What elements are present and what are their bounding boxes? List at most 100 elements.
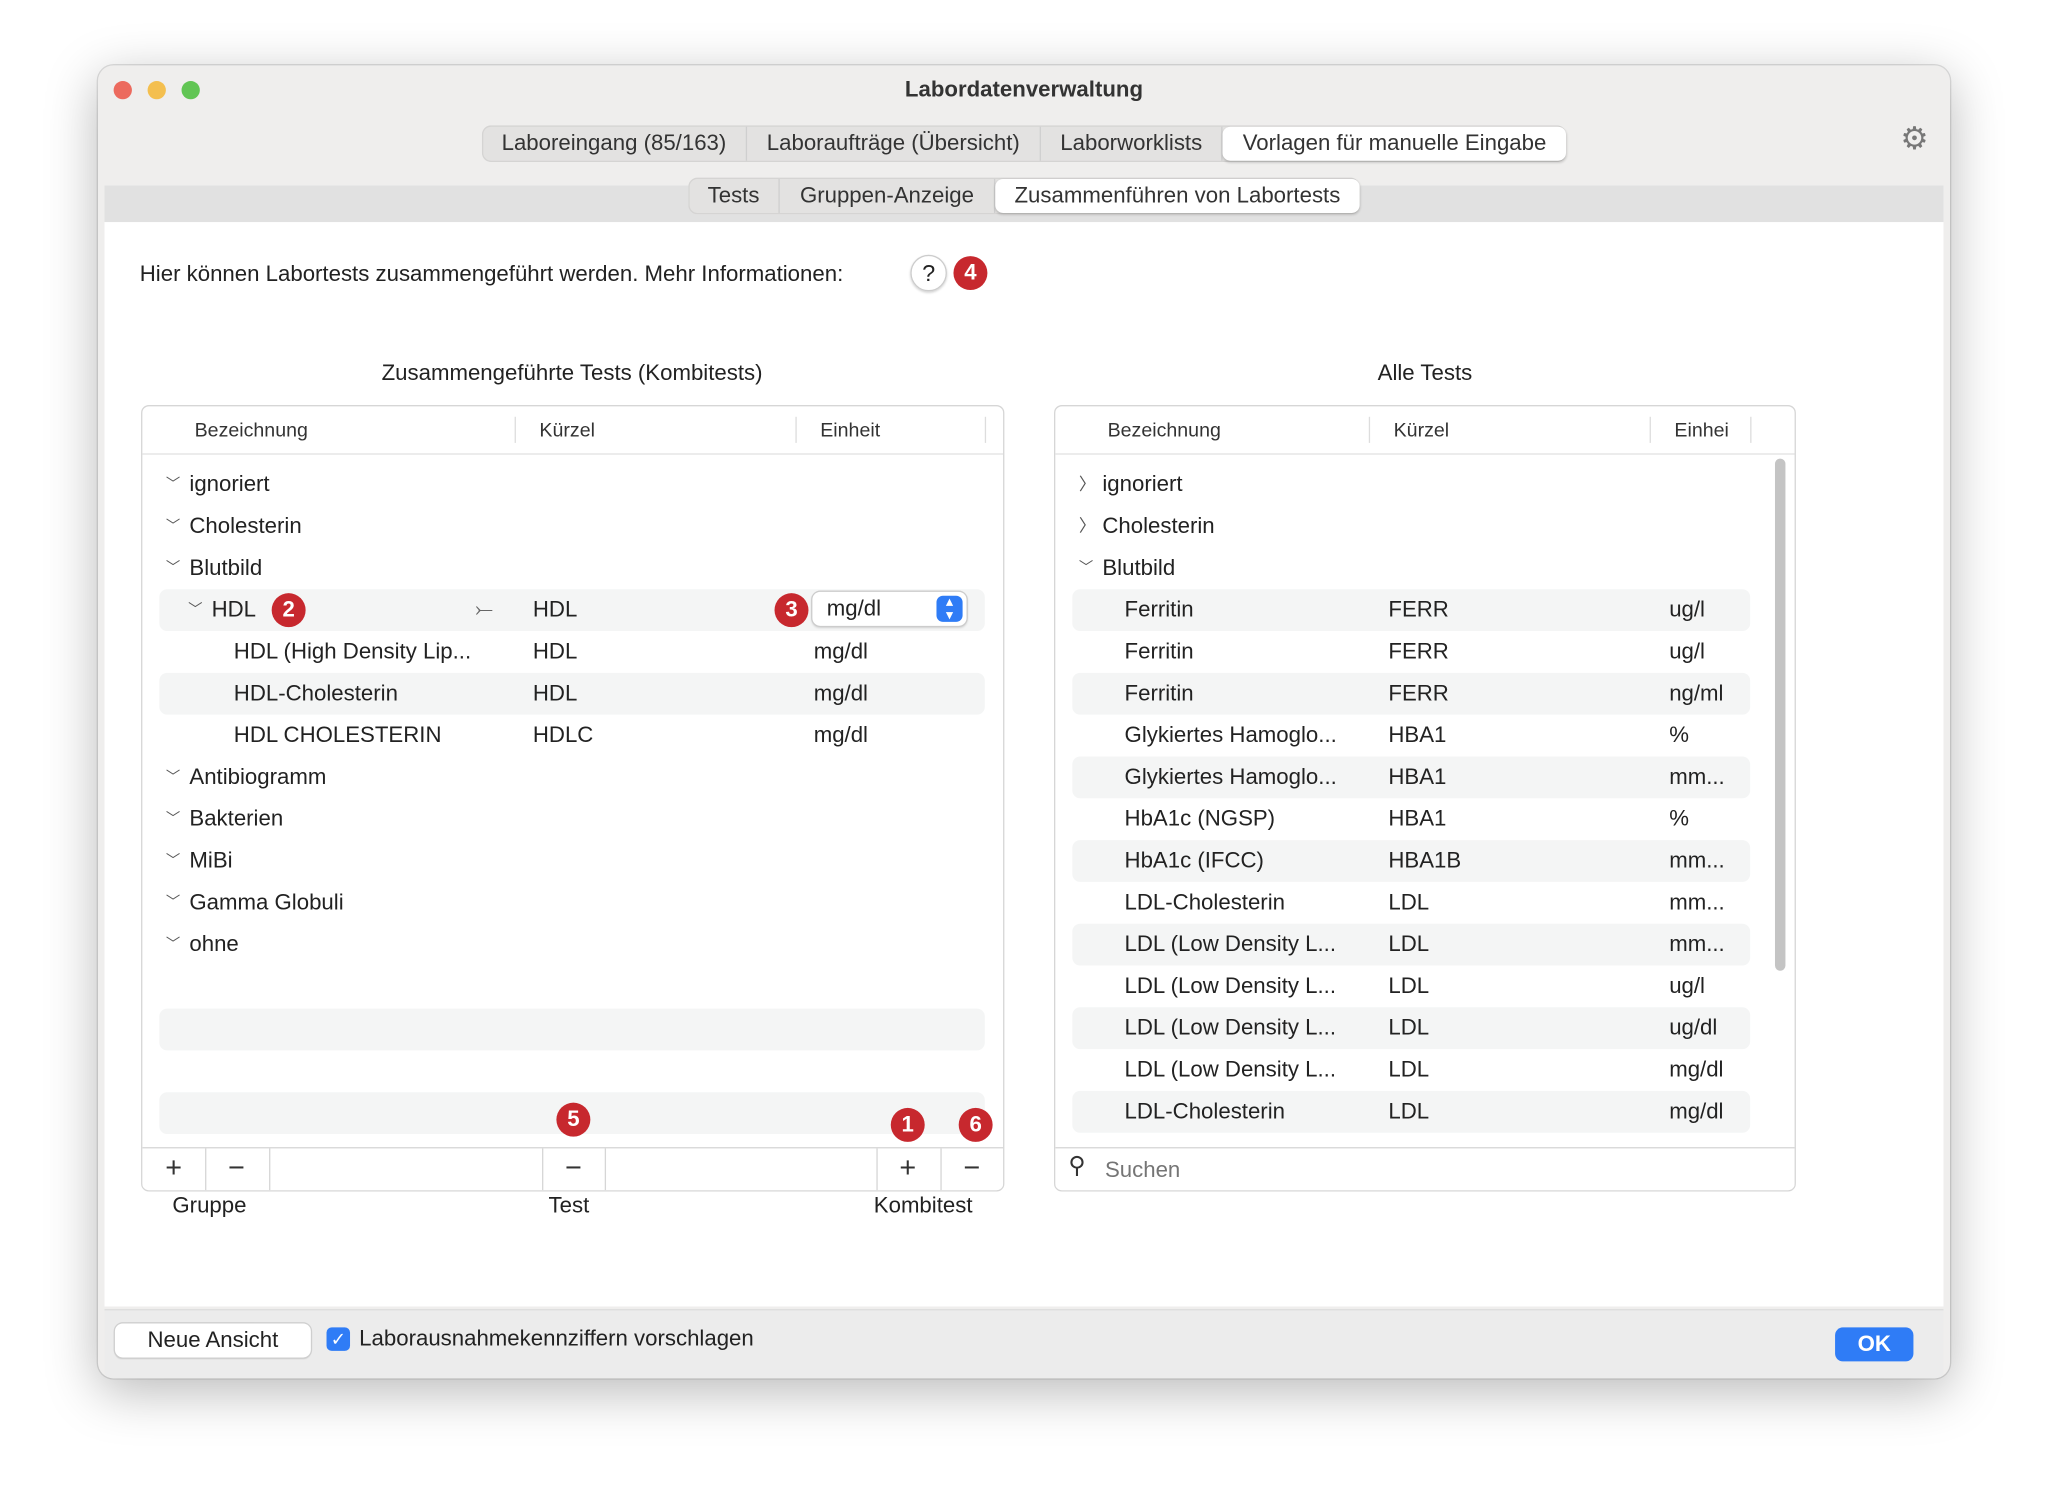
table-row[interactable]: ﹀ Cholesterin [159, 506, 984, 548]
table-row[interactable]: LDL (Low Density L... LDL ug/l [1072, 966, 1750, 1008]
kombitest-label: Kombitest [873, 1192, 973, 1218]
ok-button[interactable]: OK [1835, 1327, 1914, 1362]
table-row[interactable]: ﹀ ignoriert [159, 464, 984, 506]
chevron-down-icon[interactable]: ﹀ [165, 476, 181, 493]
close-button[interactable] [113, 81, 132, 100]
tab-main_tabs-2[interactable]: Laborworklists [1041, 126, 1224, 161]
tab-sub_tabs-1[interactable]: Gruppen-Anzeige [780, 178, 995, 213]
table-row[interactable]: Glykiertes Hamoglo... HBA1% [1072, 715, 1750, 757]
table-row[interactable]: Ferritin FERR ug/l [1072, 631, 1750, 673]
row-name: HbA1c (NGSP) [1124, 806, 1276, 831]
remove-group-button[interactable]: − [227, 1151, 245, 1184]
tab-sub_tabs-0[interactable]: Tests [688, 178, 781, 213]
row-name: HDL [211, 597, 257, 622]
chevron-down-icon[interactable]: ﹀ [165, 894, 181, 911]
row-code: LDL [1388, 1015, 1430, 1040]
row-unit: mm... [1669, 764, 1725, 790]
table-row[interactable]: ﹀ Blutbild [1072, 547, 1750, 589]
row-unit: ng/ml [1669, 680, 1724, 706]
table-row[interactable]: LDL (Low Density L... LDL mg/dl [1072, 1049, 1750, 1091]
column-header-kuerzel[interactable]: Kürzel [539, 419, 595, 442]
minimize-button[interactable] [147, 81, 166, 100]
suggest-checkbox[interactable]: ✓ [326, 1327, 351, 1351]
row-code: HBA1 [1388, 722, 1447, 748]
table-row[interactable]: 〉 ignoriert [1072, 464, 1750, 506]
chevron-down-icon[interactable]: ﹀ [165, 811, 181, 828]
chevron-down-icon[interactable]: ﹀ [165, 936, 181, 953]
help-button[interactable]: ? [910, 254, 947, 292]
chevron-right-icon[interactable]: 〉 [1078, 474, 1096, 494]
row-name: Antibiogramm [189, 764, 327, 790]
add-group-button[interactable]: + [165, 1151, 183, 1184]
badge-1: 1 [890, 1107, 925, 1142]
table-row[interactable]: LDL (Low Density L... LDL ug/dl [1072, 1007, 1751, 1050]
table-row[interactable]: ﹀ ohne [159, 924, 984, 966]
row-unit: mm... [1669, 931, 1725, 957]
chevron-down-icon[interactable]: ﹀ [165, 853, 181, 869]
row-unit: % [1669, 806, 1689, 831]
table-row[interactable]: ﹀ Bakterien [159, 798, 984, 840]
row-name: Ferritin [1124, 680, 1194, 706]
chevron-down-icon[interactable]: ﹀ [165, 560, 181, 577]
column-header-einheit[interactable]: Einhei [1674, 419, 1729, 442]
table-row[interactable]: ﹀ MiBi [159, 840, 984, 882]
remove-kombitest-button[interactable]: − [963, 1151, 981, 1184]
tab-sub_tabs-2[interactable]: Zusammenführen von Labortests [994, 178, 1360, 213]
table-row[interactable]: ﹀ Gamma Globuli [159, 882, 984, 924]
table-row[interactable]: Glykiertes Hamoglo... HBA1 mm... [1072, 756, 1751, 799]
row-code: LDL [1388, 889, 1430, 915]
column-header-bezeichnung[interactable]: Bezeichnung [194, 419, 308, 442]
column-header-bezeichnung[interactable]: Bezeichnung [1107, 419, 1221, 442]
remove-test-button[interactable]: − [564, 1151, 582, 1184]
table-row[interactable]: ﹀ HDL HDL 2 ⤚ 3 mg/dl ▴ ▾ [159, 589, 985, 632]
all-tests-table: Bezeichnung Kürzel Einhei 〉 ignoriert 〉 Cho… [1054, 405, 1796, 1192]
new-view-button[interactable]: Neue Ansicht [114, 1323, 311, 1358]
column-header-einheit[interactable]: Einheit [820, 419, 881, 442]
row-unit: mg/dl [1669, 1098, 1724, 1124]
table-row[interactable]: HDL (High Density Lip... HDL mg/dl [159, 631, 984, 673]
row-name: Blutbild [1102, 555, 1176, 581]
gear-icon[interactable]: ⚙ [1900, 121, 1929, 157]
unit-select[interactable]: mg/dl ▴ ▾ [812, 591, 967, 626]
table-row[interactable]: HbA1c (NGSP) HBA1% [1072, 798, 1750, 840]
search-input[interactable] [1102, 1153, 1761, 1188]
table-row[interactable]: LDL-Cholesterin LDL mg/dl [1072, 1090, 1751, 1133]
table-row[interactable]: HDL-Cholesterin HDL mg/dl [159, 672, 985, 715]
info-text: Hier können Labortests zusammengeführt w… [139, 261, 844, 287]
chevron-down-icon[interactable]: ﹀ [1078, 560, 1094, 577]
row-unit: ug/l [1669, 973, 1706, 999]
right-panel-title: Alle Tests [1377, 360, 1473, 386]
row-code: HBA1 [1388, 764, 1447, 790]
zoom-button[interactable] [181, 81, 200, 100]
chevron-down-icon[interactable]: ﹀ [165, 769, 181, 786]
row-name: LDL (Low Density L... [1124, 931, 1336, 957]
window-title: Labordatenverwaltung [904, 77, 1144, 102]
row-name: HDL-Cholesterin [233, 680, 398, 706]
badge-3: 3 [774, 593, 809, 628]
tab-main_tabs-0[interactable]: Laboreingang (85/163) [482, 126, 748, 161]
table-row[interactable]: HDL CHOLESTERIN HDLC mg/dl [159, 715, 984, 757]
add-kombitest-button[interactable]: + [899, 1151, 917, 1184]
chevron-down-icon[interactable]: ﹀ [165, 518, 181, 535]
unit-select-value: mg/dl [826, 595, 882, 621]
row-code: LDL [1388, 1098, 1430, 1124]
chevron-right-icon[interactable]: 〉 [1078, 516, 1096, 536]
badge-2: 2 [271, 593, 306, 628]
scrollbar[interactable] [1774, 458, 1786, 971]
column-header-kuerzel[interactable]: Kürzel [1393, 419, 1450, 442]
tab-main_tabs-1[interactable]: Laboraufträge (Übersicht) [747, 126, 1041, 161]
tab-main_tabs-3[interactable]: Vorlagen für manuelle Eingabe [1223, 126, 1566, 161]
window: Labordatenverwaltung Laboreingang (85/16… [97, 65, 1951, 1379]
table-row[interactable]: HbA1c (IFCC) HBA1B mm... [1072, 840, 1751, 882]
table-row[interactable]: Ferritin FERR ng/ml [1072, 672, 1751, 715]
table-row[interactable]: Ferritin FERR ug/l [1072, 589, 1751, 632]
table-row[interactable]: LDL (Low Density L... LDL mm... [1072, 923, 1751, 966]
row-name: LDL-Cholesterin [1124, 1098, 1285, 1124]
table-row[interactable]: 〉 Cholesterin [1072, 506, 1750, 548]
row-name: ohne [189, 931, 239, 957]
table-row[interactable]: ﹀ Blutbild [159, 547, 984, 589]
table-row[interactable]: ﹀ Antibiogramm [159, 756, 984, 798]
chevron-down-icon[interactable]: ﹀ [188, 602, 203, 618]
table-row[interactable]: LDL-Cholesterin LDL mm... [1072, 882, 1750, 924]
row-name: ignoriert [189, 471, 270, 497]
